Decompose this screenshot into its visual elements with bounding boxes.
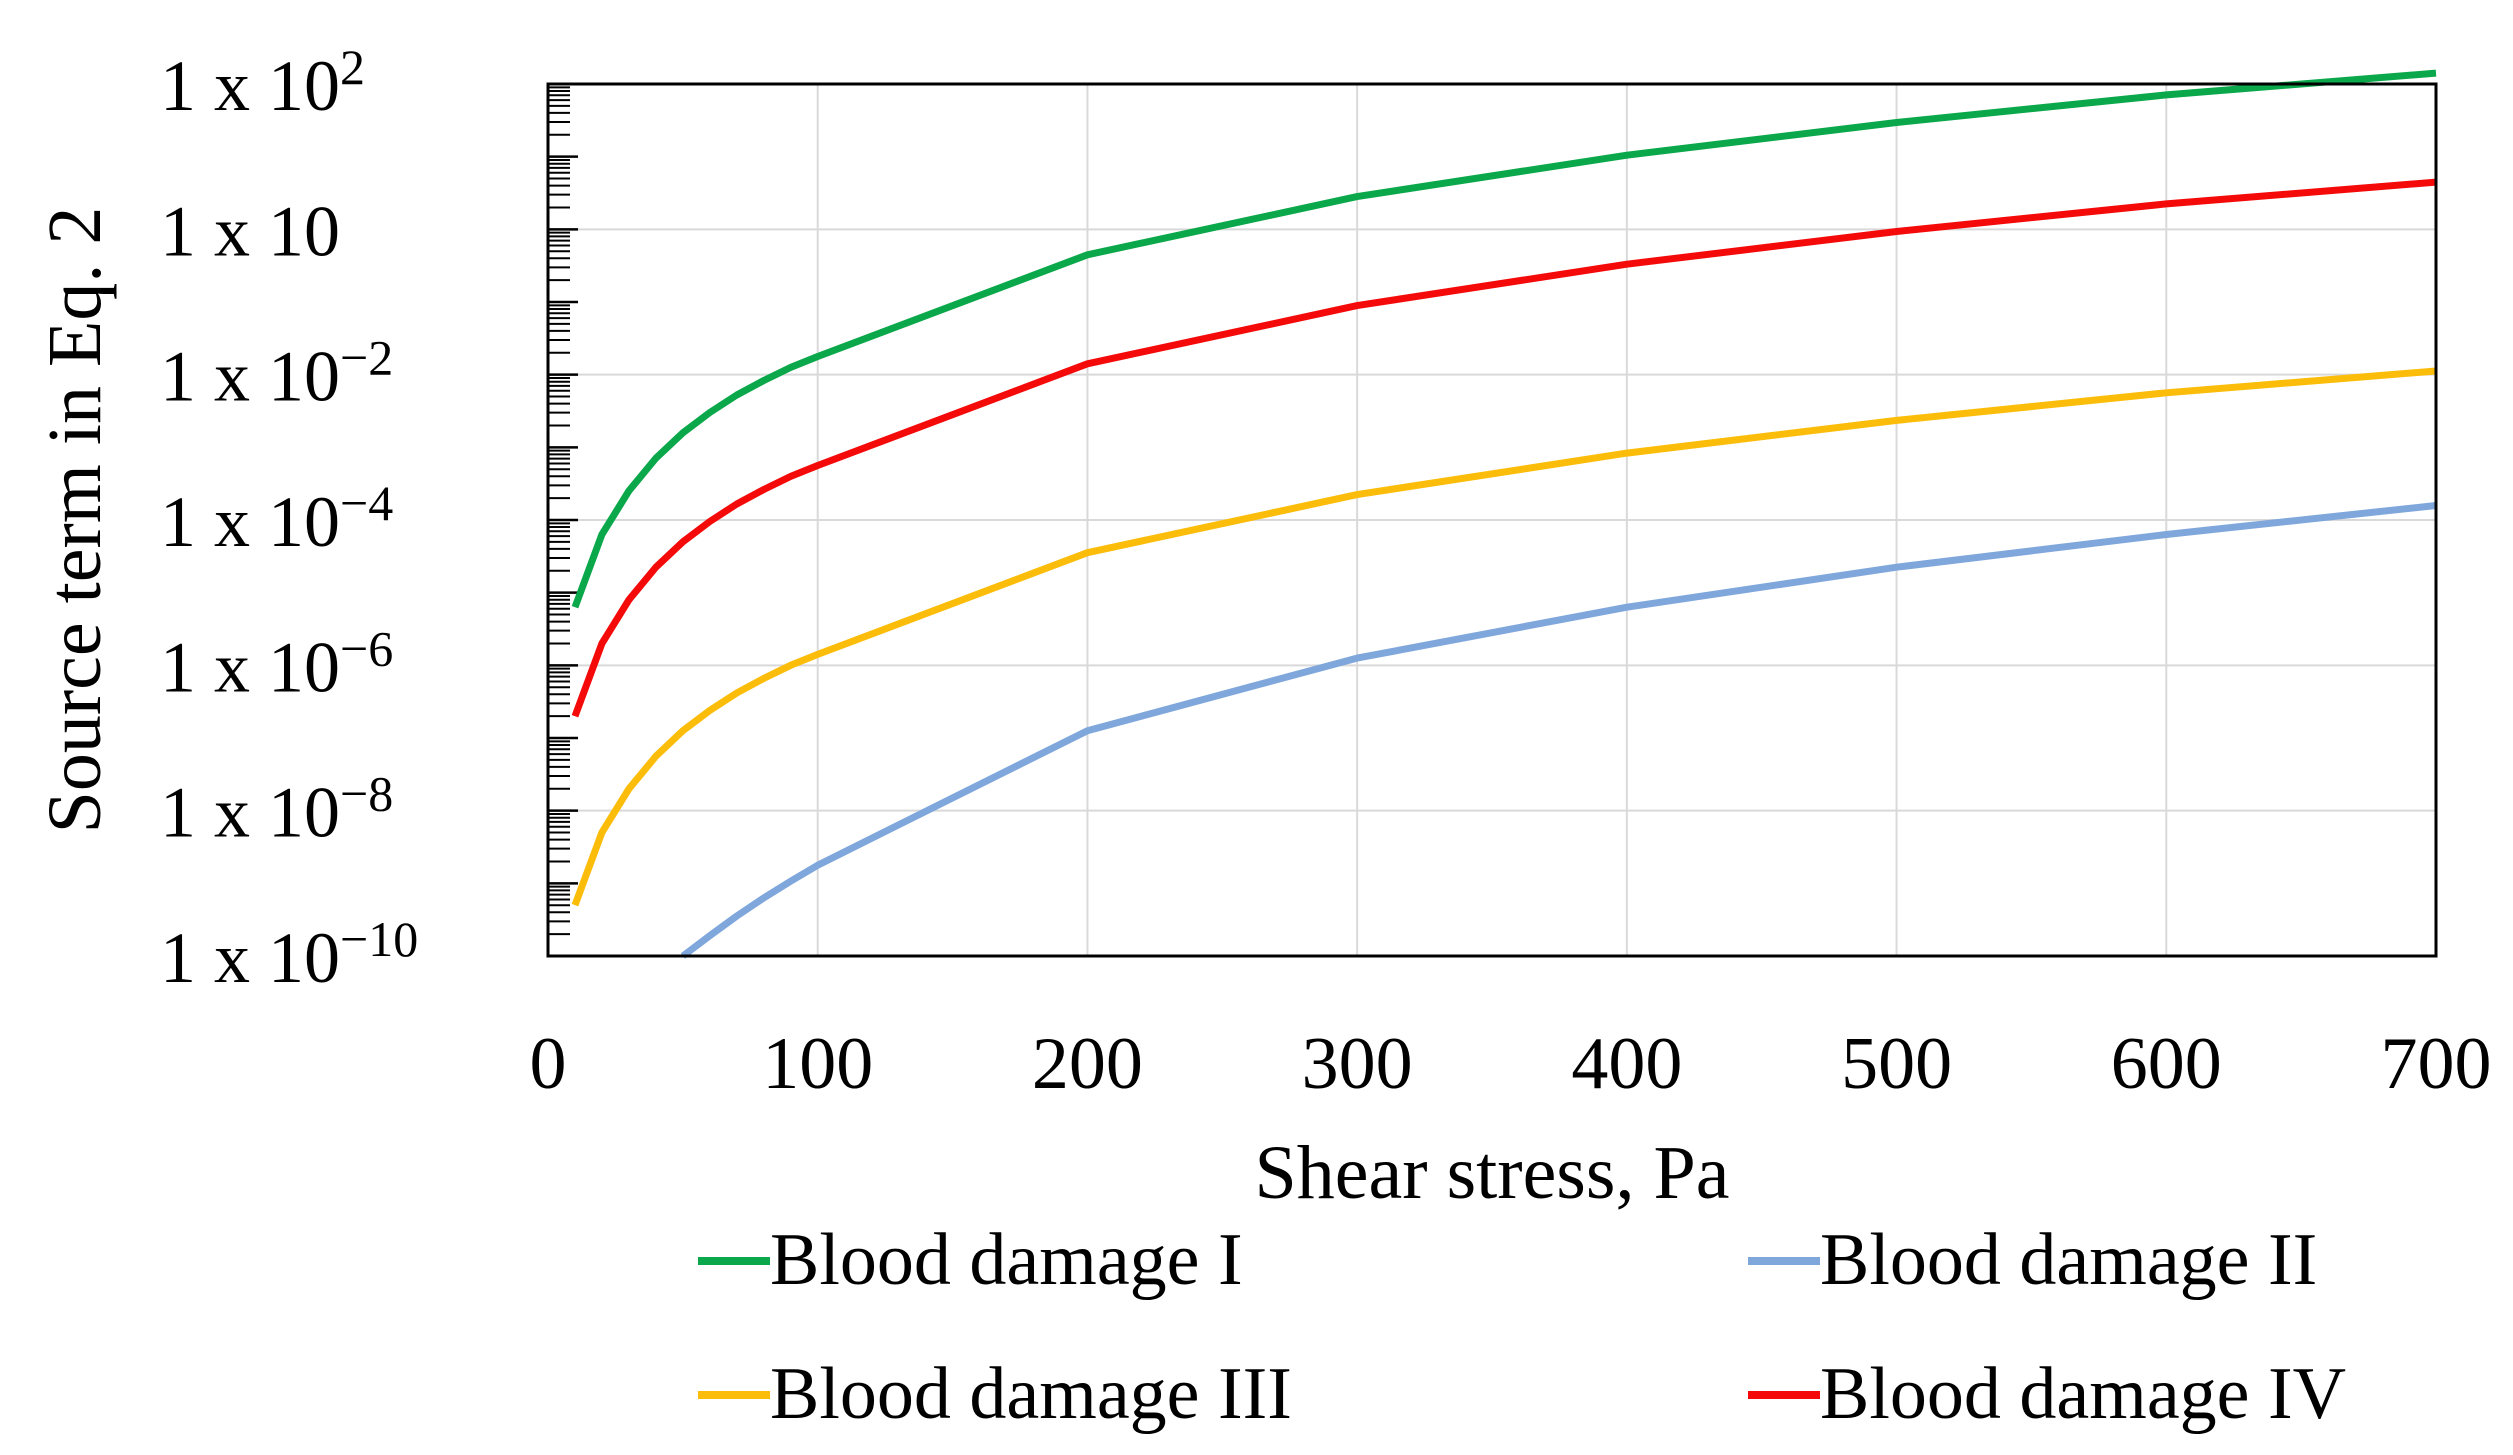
y-tick-labels: 1 x 102 1 x 10 1 x 10−2 1 x 10−4 1 x 10−6 1 x…	[160, 39, 418, 998]
legend-swatch-3	[698, 1390, 770, 1399]
legend-item-4: Blood damage IV	[1748, 1352, 2346, 1437]
x-tick-label: 400	[1571, 1023, 1682, 1105]
x-tick-labels: 0 100 200 300 400 500 600 700	[530, 1023, 2492, 1105]
series-line-blood-damage-i	[571, 69, 2437, 609]
y-tick-label: 1 x 10−4	[160, 475, 393, 562]
x-axis-label: Shear stress, Pa	[1255, 1131, 1730, 1215]
legend-item-1: Blood damage I	[698, 1218, 1243, 1303]
grid	[548, 84, 2436, 956]
series-line-blood-damage-ii	[680, 502, 2437, 959]
legend-label-1: Blood damage I	[770, 1219, 1243, 1301]
x-tick-label: 100	[762, 1023, 873, 1105]
x-tick-label: 700	[2381, 1023, 2492, 1105]
y-tick-label: 1 x 102	[160, 39, 365, 126]
legend-label-2: Blood damage II	[1820, 1219, 2318, 1301]
series-line-blood-damage-iv	[571, 178, 2437, 718]
y-tick-label: 1 x 10−8	[160, 766, 393, 853]
legend-swatch-2	[1748, 1256, 1820, 1265]
y-tick-label: 1 x 10	[160, 191, 340, 271]
y-tick-label: 1 x 10−6	[160, 620, 393, 707]
series-line-blood-damage-iii	[571, 367, 2437, 907]
x-tick-label: 300	[1302, 1023, 1413, 1105]
x-tick-label: 600	[2111, 1023, 2222, 1105]
minor-ticks	[548, 86, 578, 958]
y-tick-label: 1 x 10−2	[160, 330, 393, 417]
y-axis-label: Source term in Eq. 2	[33, 207, 117, 834]
legend-swatch-4	[1748, 1390, 1820, 1399]
x-tick-label: 200	[1032, 1023, 1143, 1105]
legend-label-4: Blood damage IV	[1820, 1353, 2347, 1435]
plot-frame	[546, 82, 2438, 958]
legend-item-2: Blood damage II	[1748, 1218, 2317, 1303]
x-tick-label: 0	[530, 1023, 567, 1105]
y-tick-label: 1 x 10−10	[160, 911, 418, 998]
x-tick-label: 500	[1841, 1023, 1952, 1105]
legend-swatch-1	[698, 1256, 770, 1265]
legend-item-3: Blood damage III	[698, 1352, 1292, 1437]
series-lines	[571, 69, 2437, 959]
legend-label-3: Blood damage III	[770, 1353, 1292, 1435]
